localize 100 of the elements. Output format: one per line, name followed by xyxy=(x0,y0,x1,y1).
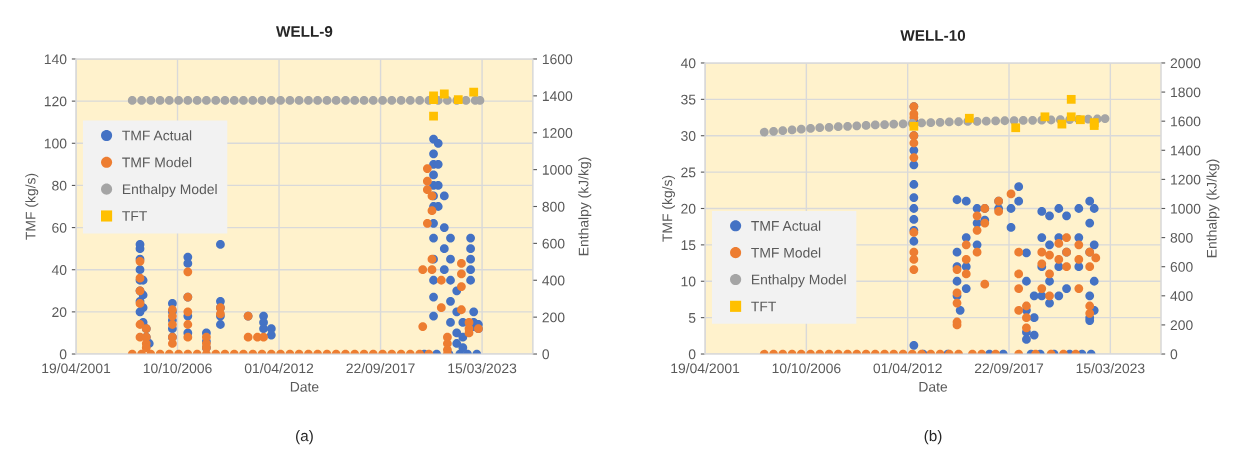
x-tick-label: 01/04/2012 xyxy=(244,363,314,374)
point xyxy=(276,96,285,105)
point xyxy=(861,121,871,130)
y-tick-label: 100 xyxy=(44,138,67,149)
point xyxy=(806,124,815,133)
point xyxy=(396,96,406,105)
point xyxy=(1011,123,1021,133)
y-tick-label: 40 xyxy=(51,265,67,275)
y2-tick-label: 800 xyxy=(1170,232,1193,243)
point xyxy=(926,118,936,128)
y-tick-label: 60 xyxy=(52,222,67,233)
x-axis-title: Date xyxy=(919,382,948,392)
point xyxy=(1018,116,1028,125)
x-tick-label: 22/09/2017 xyxy=(974,363,1044,374)
point xyxy=(387,96,397,105)
y2-tick-label: 1000 xyxy=(542,164,573,175)
point xyxy=(787,125,797,135)
y2-tick-label: 600 xyxy=(1170,262,1193,272)
x-tick-label: 15/03/2023 xyxy=(448,363,517,374)
point xyxy=(211,96,221,105)
point xyxy=(164,96,174,105)
point xyxy=(266,96,276,105)
point xyxy=(294,96,304,105)
point xyxy=(954,117,963,127)
x-tick-label: 10/10/2006 xyxy=(143,363,212,374)
point xyxy=(415,96,425,105)
point xyxy=(174,96,184,105)
y-tick-label: 35 xyxy=(681,94,696,105)
legend-label: TMF Actual xyxy=(122,130,192,141)
y2-tick-label: 1200 xyxy=(542,128,573,138)
point xyxy=(155,96,165,105)
point xyxy=(439,89,449,99)
point xyxy=(889,119,899,129)
point xyxy=(350,96,360,105)
y-axis-title: TMF (kg/s) xyxy=(25,173,39,240)
chart-title: WELL-9 xyxy=(276,26,333,37)
point xyxy=(248,96,258,105)
point xyxy=(429,111,438,121)
y-tick-label: 120 xyxy=(44,96,67,107)
point xyxy=(944,117,954,127)
y-tick-label: 30 xyxy=(681,131,696,141)
point xyxy=(313,96,323,105)
point xyxy=(183,96,193,105)
point xyxy=(824,122,834,132)
point xyxy=(898,119,908,129)
chart-title: WELL-10 xyxy=(900,30,966,41)
y-tick-label: 10 xyxy=(681,276,696,287)
point xyxy=(368,96,378,105)
point xyxy=(429,91,438,101)
legend-label: TMF Model xyxy=(122,157,192,168)
x-tick-label: 19/04/2001 xyxy=(42,363,111,374)
point xyxy=(815,123,825,133)
legend-label: TMF Model xyxy=(751,247,821,258)
point xyxy=(378,96,387,105)
y2-axis-title: Enthalpy (kJ/kg) xyxy=(1206,159,1220,258)
point xyxy=(192,96,202,105)
point xyxy=(359,96,369,105)
x-tick-label: 19/04/2001 xyxy=(671,363,740,374)
y2-axis-title: Enthalpy (kJ/kg) xyxy=(578,157,592,256)
y-tick-label: 25 xyxy=(681,167,696,178)
legend-label: TFT xyxy=(122,211,147,221)
y2-tick-label: 1600 xyxy=(542,54,573,65)
point xyxy=(870,120,880,130)
text: (a) xyxy=(296,430,313,445)
point xyxy=(331,96,341,105)
point xyxy=(341,96,350,105)
y2-tick-label: 200 xyxy=(542,312,565,323)
y-tick-label: 20 xyxy=(52,307,67,318)
point xyxy=(285,96,295,105)
y-tick-label: 40 xyxy=(680,58,696,69)
y2-tick-label: 200 xyxy=(1170,320,1193,331)
y2-tick-label: 800 xyxy=(542,201,565,212)
y-tick-label: 5 xyxy=(688,313,696,323)
x-tick-label: 15/03/2023 xyxy=(1076,363,1145,374)
point xyxy=(796,124,806,134)
point xyxy=(833,122,843,132)
y2-tick-label: 1800 xyxy=(1171,87,1201,98)
point xyxy=(1028,115,1038,125)
point xyxy=(220,96,230,105)
point xyxy=(469,87,479,97)
text: (b) xyxy=(924,430,942,445)
y2-tick-label: 600 xyxy=(542,238,565,249)
legend-label: Enthalpy Model xyxy=(752,274,846,288)
x-tick-label: 22/09/2017 xyxy=(346,363,415,374)
point xyxy=(964,113,974,123)
point xyxy=(146,96,156,105)
y-tick-label: 15 xyxy=(681,240,696,251)
point xyxy=(257,96,267,105)
point xyxy=(843,121,852,131)
point xyxy=(759,127,769,137)
point xyxy=(991,116,1001,126)
point xyxy=(405,96,415,105)
point xyxy=(1100,114,1110,123)
y2-tick-label: 1200 xyxy=(1171,174,1201,185)
y-tick-label: 20 xyxy=(681,203,696,214)
y2-tick-label: 400 xyxy=(542,275,565,286)
y-tick-label: 140 xyxy=(44,54,67,65)
y2-tick-label: 1400 xyxy=(542,91,573,102)
point xyxy=(202,96,211,105)
point xyxy=(127,96,137,105)
